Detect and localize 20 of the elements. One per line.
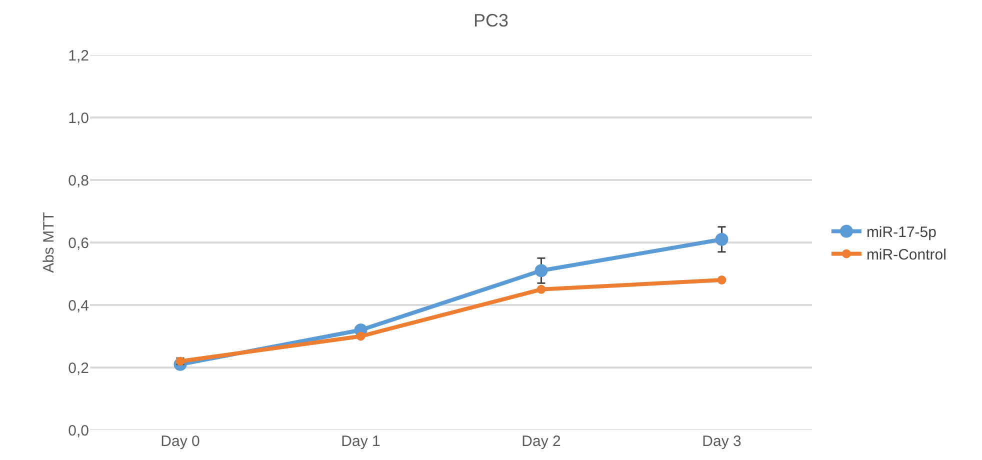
chart-title: PC3 bbox=[473, 10, 509, 30]
x-tick-label: Day 0 bbox=[160, 433, 200, 450]
y-tick-label: 0,8 bbox=[68, 172, 89, 190]
y-tick-label: 0,4 bbox=[68, 297, 89, 314]
point bbox=[715, 232, 728, 246]
y-tick-label: 0,0 bbox=[68, 422, 89, 440]
point bbox=[534, 264, 548, 278]
legend-label: miR-17-5p bbox=[866, 224, 936, 242]
y-tick-label: 1,2 bbox=[68, 47, 89, 64]
y-tick-label: 1,0 bbox=[68, 110, 89, 127]
y-axis-title: Abs MTT bbox=[40, 212, 58, 273]
legend-label: miR-Control bbox=[866, 246, 946, 264]
x-tick-label: Day 3 bbox=[702, 433, 742, 450]
y-tick-label: 0,6 bbox=[68, 234, 89, 252]
point bbox=[717, 276, 726, 284]
x-tick-label: Day 1 bbox=[341, 433, 380, 450]
x-tick-label: Day 2 bbox=[522, 433, 561, 450]
y-tick-label: 0,2 bbox=[68, 360, 89, 377]
point bbox=[356, 332, 366, 341]
point bbox=[536, 284, 546, 294]
